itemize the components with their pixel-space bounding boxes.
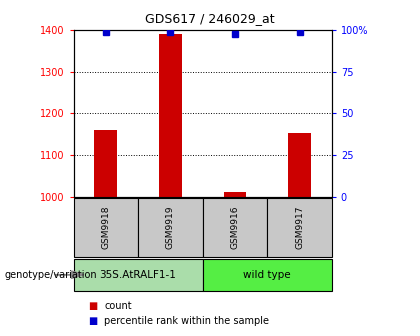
Bar xyxy=(94,130,117,197)
Text: genotype/variation: genotype/variation xyxy=(4,270,97,280)
Text: count: count xyxy=(104,301,132,311)
Text: percentile rank within the sample: percentile rank within the sample xyxy=(104,316,269,326)
Bar xyxy=(223,193,246,197)
Text: ■: ■ xyxy=(88,316,97,326)
Text: ■: ■ xyxy=(88,301,97,311)
Text: GDS617 / 246029_at: GDS617 / 246029_at xyxy=(145,12,275,25)
Text: wild type: wild type xyxy=(244,270,291,280)
Bar xyxy=(288,133,311,197)
Text: GSM9916: GSM9916 xyxy=(231,206,239,249)
Text: GSM9917: GSM9917 xyxy=(295,206,304,249)
Text: GSM9919: GSM9919 xyxy=(166,206,175,249)
Text: GSM9918: GSM9918 xyxy=(101,206,110,249)
Text: 35S.AtRALF1-1: 35S.AtRALF1-1 xyxy=(100,270,176,280)
Bar xyxy=(159,34,182,197)
